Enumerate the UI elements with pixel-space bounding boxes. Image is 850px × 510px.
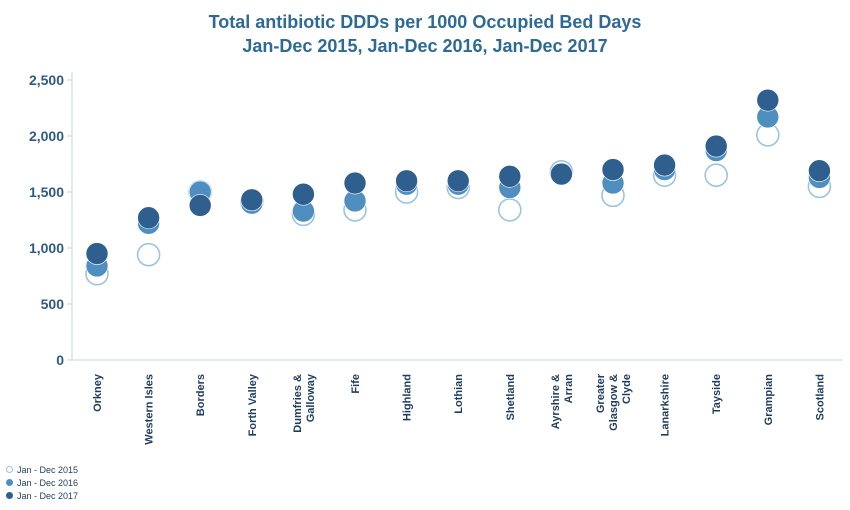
legend-label: Jan - Dec 2015 xyxy=(17,464,79,475)
x-tick-label: Tayside xyxy=(711,374,723,414)
x-tick-label: Borders xyxy=(195,374,207,416)
data-point-series-3 xyxy=(550,162,573,186)
data-point-series-3 xyxy=(653,153,676,177)
legend-item-3: Jan - Dec 2017 xyxy=(6,489,78,502)
x-tick-label: Ayrshire & xyxy=(550,374,562,429)
chart-title: Total antibiotic DDDs per 1000 Occupied … xyxy=(0,10,850,58)
x-tick-label: Fife xyxy=(350,374,362,394)
axes: 0 500 1,000 1,500 2,000 2,500 Orkney Western Is… xyxy=(29,72,842,445)
x-tick-label: Galloway xyxy=(305,373,317,422)
legend-marker xyxy=(6,479,13,486)
legend-item-1: Jan - Dec 2015 xyxy=(6,463,78,476)
x-tick-label: Glasgow & xyxy=(608,374,620,431)
x-tick-label: Dumfries & xyxy=(292,374,304,433)
data-point-series-3 xyxy=(498,165,522,188)
data-points xyxy=(85,88,832,286)
data-point-series-3 xyxy=(188,194,212,217)
y-tick-label: 0 xyxy=(56,352,64,368)
data-point-series-3 xyxy=(240,188,264,212)
x-tick-label: Arran xyxy=(563,374,575,404)
legend-item-2: Jan - Dec 2016 xyxy=(6,476,78,489)
data-point-series-3 xyxy=(756,88,780,112)
legend-marker xyxy=(6,492,13,499)
chart-title-line-2: Jan-Dec 2015, Jan-Dec 2016, Jan-Dec 2017 xyxy=(242,36,608,56)
data-point-series-1 xyxy=(704,163,729,187)
x-tick-label: Grampian xyxy=(763,374,775,426)
data-point-series-3 xyxy=(292,182,315,206)
x-tick-label: Greater xyxy=(595,373,607,413)
y-tick-label: 2,500 xyxy=(29,72,64,88)
data-point-series-3 xyxy=(601,158,625,181)
y-tick-label: 2,000 xyxy=(29,128,64,144)
data-point-series-3 xyxy=(704,134,728,158)
data-point-series-3 xyxy=(446,169,470,193)
data-point-series-3 xyxy=(808,159,831,183)
x-tick-label: Lothian xyxy=(453,374,465,414)
data-point-series-1 xyxy=(497,198,522,222)
legend-label: Jan - Dec 2017 xyxy=(17,490,79,501)
legend-marker xyxy=(6,466,13,473)
legend-label: Jan - Dec 2016 xyxy=(17,477,79,488)
x-tick-label: Clyde xyxy=(621,374,633,404)
x-tick-label: Lanarkshire xyxy=(660,374,672,436)
x-tick-label: Western Isles xyxy=(144,374,156,445)
data-point-series-3 xyxy=(395,169,418,193)
data-point-series-1 xyxy=(136,242,161,267)
data-point-series-3 xyxy=(85,242,109,265)
chart-title-line-1: Total antibiotic DDDs per 1000 Occupied … xyxy=(208,12,642,32)
x-tick-label: Highland xyxy=(402,374,414,421)
y-tick-label: 500 xyxy=(41,296,65,312)
x-tick-label: Scotland xyxy=(814,374,826,420)
legend: Jan - Dec 2015 Jan - Dec 2016 Jan - Dec 20… xyxy=(6,463,78,502)
x-tick-label: Forth Valley xyxy=(247,373,259,436)
y-tick-label: 1,500 xyxy=(29,184,64,200)
y-tick-label: 1,000 xyxy=(29,240,64,256)
data-point-series-3 xyxy=(343,171,367,195)
data-point-series-3 xyxy=(137,206,160,230)
x-tick-label: Shetland xyxy=(505,374,517,420)
x-tick-label: Orkney xyxy=(92,373,104,412)
